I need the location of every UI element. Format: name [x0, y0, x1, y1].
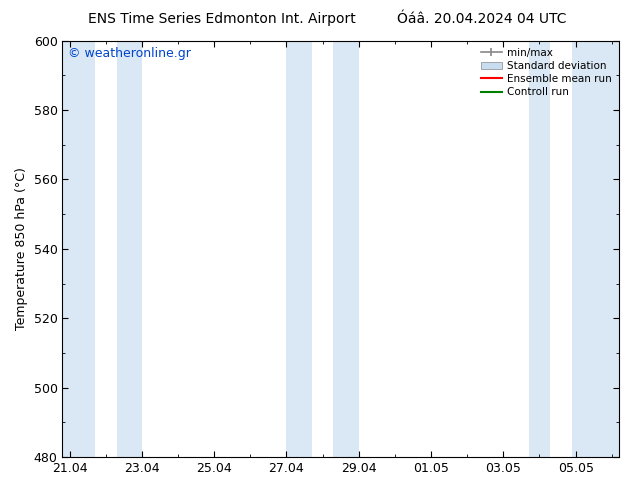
Y-axis label: Temperature 850 hPa (°C): Temperature 850 hPa (°C) [15, 168, 28, 330]
Bar [62, 41, 95, 457]
Text: © weatheronline.gr: © weatheronline.gr [68, 47, 191, 60]
Text: ENS Time Series Edmonton Int. Airport: ENS Time Series Edmonton Int. Airport [88, 12, 356, 26]
Bar [117, 41, 142, 457]
Bar [529, 41, 550, 457]
Bar [287, 41, 312, 457]
Bar [333, 41, 359, 457]
Bar [572, 41, 619, 457]
Legend: min/max, Standard deviation, Ensemble mean run, Controll run: min/max, Standard deviation, Ensemble me… [477, 44, 616, 101]
Text: Óáâ. 20.04.2024 04 UTC: Óáâ. 20.04.2024 04 UTC [397, 12, 567, 26]
